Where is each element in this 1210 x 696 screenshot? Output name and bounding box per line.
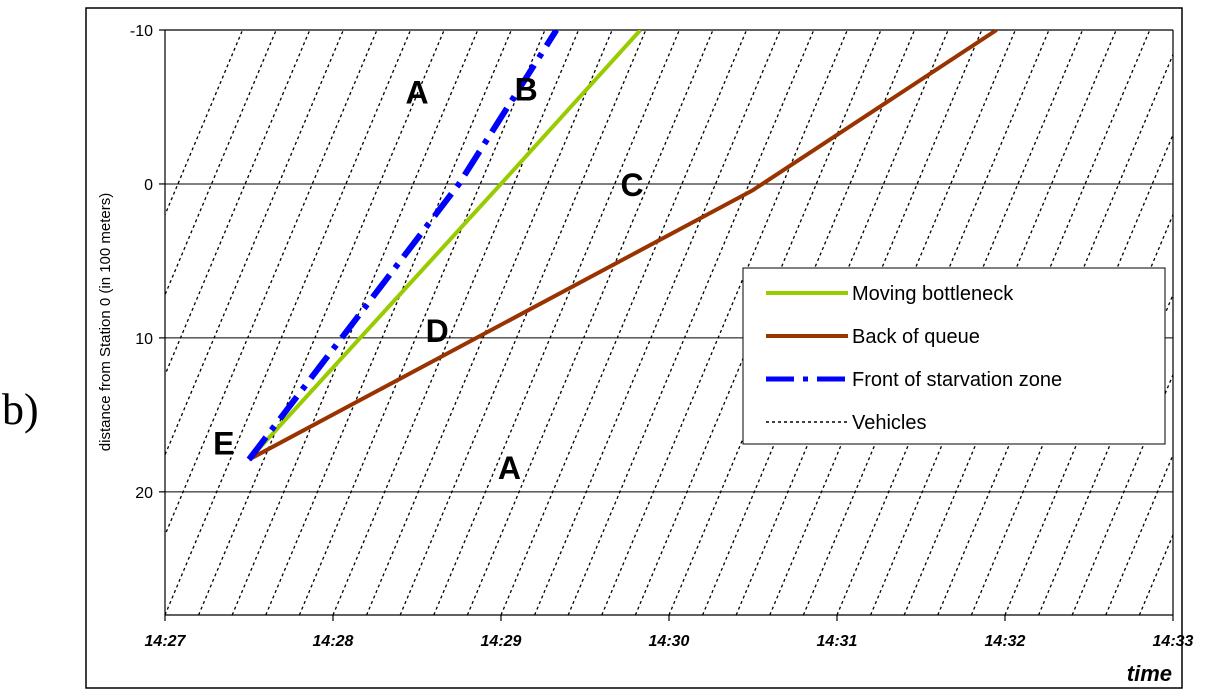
region-label: D — [426, 313, 449, 349]
vehicle-trajectory-line — [601, 30, 848, 615]
x-tick-label: 14:31 — [817, 633, 858, 650]
y-tick-label: 0 — [144, 177, 153, 194]
series-line-front-of-starvation-zone — [246, 30, 559, 462]
vehicle-trajectory-line — [870, 30, 1117, 615]
vehicle-trajectory-line — [332, 30, 580, 615]
vehicle-trajectory-line — [903, 30, 1151, 615]
x-tick-label: 14:33 — [1153, 633, 1194, 650]
legend-box — [742, 267, 1166, 445]
vehicle-trajectory-line — [366, 30, 613, 615]
y-axis-title: distance from Station 0 (in 100 meters) — [97, 193, 114, 451]
vehicle-trajectories — [165, 30, 1173, 615]
vehicle-trajectory-line — [567, 30, 815, 615]
y-tick-label: -10 — [130, 23, 153, 40]
x-tick-label: 14:29 — [481, 633, 522, 650]
vehicle-trajectory-line — [165, 30, 412, 615]
vehicle-trajectory-line — [298, 30, 546, 615]
vehicle-trajectory-line — [399, 30, 647, 615]
x-tick-label: 14:27 — [145, 633, 187, 650]
vehicle-trajectory-line — [265, 30, 512, 615]
vehicle-trajectory-line — [165, 30, 277, 297]
legend: Moving bottleneck Back of queue Front of s… — [742, 267, 1166, 445]
region-label: A — [498, 450, 521, 486]
vehicle-trajectory-line — [231, 30, 479, 615]
series-line-back-of-queue — [248, 30, 998, 462]
panel-label: b) — [2, 385, 39, 434]
x-axis-title: time — [1127, 661, 1172, 686]
vehicle-trajectory-line — [165, 30, 378, 537]
legend-label: Back of queue — [852, 326, 980, 348]
region-labels: A B C D E A — [213, 72, 643, 487]
series-line-moving-bottleneck — [247, 30, 642, 461]
vehicle-trajectory-line — [500, 30, 748, 615]
region-label: C — [620, 167, 643, 203]
vehicle-trajectory-line — [165, 30, 344, 457]
vehicle-trajectory-line — [634, 30, 882, 615]
y-tick-label: 20 — [135, 485, 153, 502]
legend-label: Moving bottleneck — [852, 283, 1014, 305]
x-axis-ticks: 14:27 14:28 14:29 14:30 14:31 14:32 14:33 — [145, 615, 1194, 650]
vehicle-trajectory-line — [702, 30, 949, 615]
x-tick-label: 14:28 — [313, 633, 354, 650]
vehicle-trajectory-line — [165, 30, 311, 377]
y-axis-ticks: -10 0 10 20 — [130, 23, 165, 502]
vehicle-trajectory-line — [836, 30, 1084, 615]
x-tick-label: 14:32 — [985, 633, 1026, 650]
region-label: E — [213, 426, 234, 462]
vehicle-trajectory-line — [466, 30, 714, 615]
region-label: B — [515, 72, 538, 108]
region-label: A — [405, 75, 428, 111]
vehicle-trajectory-line — [937, 52, 1173, 615]
legend-label: Front of starvation zone — [852, 369, 1062, 391]
vehicle-trajectory-line — [534, 30, 781, 615]
y-tick-label: 10 — [135, 331, 153, 348]
vehicle-trajectory-line — [198, 30, 445, 615]
vehicle-trajectory-line — [735, 30, 983, 615]
vehicle-trajectory-line — [802, 30, 1050, 615]
legend-label: Vehicles — [852, 412, 927, 434]
vehicle-trajectory-line — [769, 30, 1016, 615]
series-lines — [246, 30, 998, 462]
vehicle-trajectory-line — [668, 30, 916, 615]
vehicle-trajectory-line — [433, 30, 680, 615]
x-tick-label: 14:30 — [649, 633, 690, 650]
vehicle-trajectory-line — [165, 30, 244, 217]
